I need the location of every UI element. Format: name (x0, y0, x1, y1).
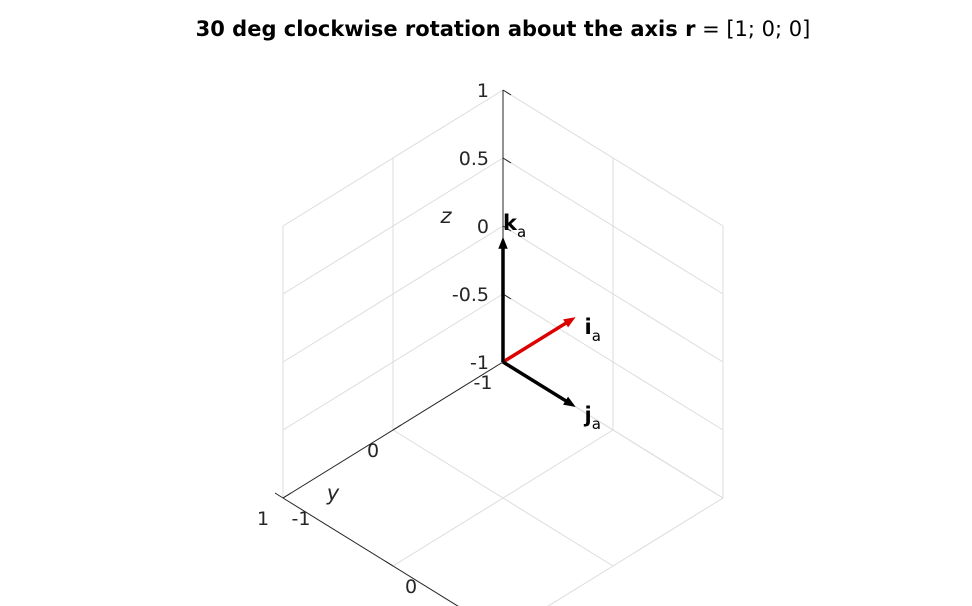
i-axis-label-subscript: a (592, 327, 601, 345)
x-tick (384, 560, 394, 567)
y-tick (392, 424, 402, 431)
y-tick-label: -1 (474, 372, 493, 394)
i-axis-label: ia (585, 315, 601, 345)
x-tick-label: 0 (405, 576, 417, 598)
k-axis-label-letter: k (503, 211, 518, 235)
z-axis-label: z (439, 204, 452, 228)
x-tick (274, 492, 284, 499)
grid-line-wall-y-horiz (502, 293, 724, 431)
y-axis-label: y (326, 481, 340, 505)
z-tick-label: 0 (477, 216, 489, 238)
j-axis-label-letter: j (584, 403, 592, 427)
grid-line-floor-y (282, 497, 459, 606)
j-axis-shaft (502, 360, 567, 403)
y-tick-label: 1 (257, 508, 269, 530)
y-tick-label: 0 (367, 440, 379, 462)
x-tick-label: -1 (292, 508, 311, 530)
grid-line-wall-x-horiz (282, 293, 504, 431)
z-tick-label: 0.5 (459, 148, 489, 170)
grid-line-floor-y (392, 429, 614, 567)
vector-layer (498, 236, 576, 407)
z-tick (502, 225, 512, 232)
z-tick (502, 89, 512, 96)
label-layer: -101-101-1-0.500.51xyziajaka (257, 80, 601, 598)
grid-line-wall-x-horiz (282, 89, 504, 227)
z-tick-label: -1 (470, 352, 489, 374)
i-axis-label-letter: i (585, 315, 592, 339)
z-tick-label: 1 (477, 80, 489, 102)
grid-line-wall-x-horiz (282, 157, 504, 295)
grid-line-wall-y-horiz (502, 157, 724, 295)
grid-line-wall-y-horiz (502, 225, 724, 363)
grid-line-wall-y-horiz (502, 89, 724, 227)
title-prefix: 30 deg clockwise rotation about the axis (196, 17, 685, 41)
i-axis-arrowhead (563, 317, 576, 328)
grid-line-wall-x-horiz (282, 225, 504, 363)
grid-line-floor-x (547, 497, 724, 606)
x-axis-line (282, 497, 459, 606)
title-symbol: r (685, 17, 696, 41)
j-axis-label-subscript: a (592, 415, 601, 433)
z-tick (502, 157, 512, 164)
y-tick (282, 492, 292, 499)
j-axis-arrowhead (563, 396, 576, 407)
title-suffix: = [1; 0; 0] (695, 17, 810, 41)
chart-title: 30 deg clockwise rotation about the axis… (196, 17, 811, 41)
k-axis-arrowhead (498, 236, 508, 249)
z-tick-label: -0.5 (452, 284, 489, 306)
j-axis-label: ja (584, 403, 601, 433)
k-axis-label-subscript: a (517, 223, 526, 241)
k-axis-label: ka (503, 211, 526, 241)
i-axis-shaft (502, 321, 567, 364)
